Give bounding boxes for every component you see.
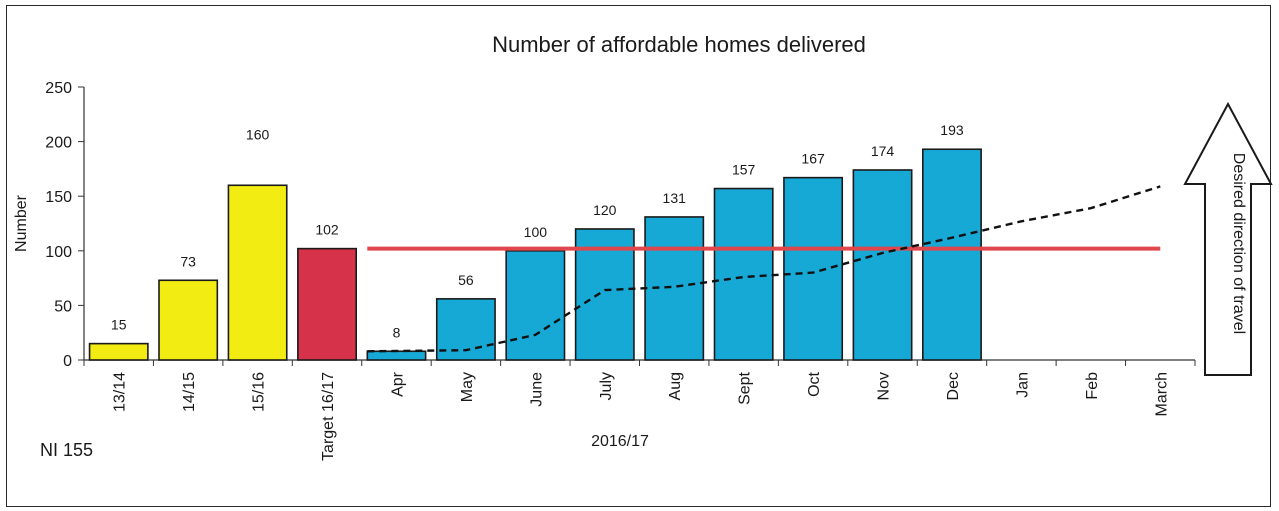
bar	[227, 184, 288, 361]
x-tick-label: July	[598, 372, 615, 400]
x-tick-label: March	[1153, 372, 1170, 416]
data-label: 56	[458, 272, 474, 288]
data-label: 15	[111, 317, 127, 333]
x-tick-label: Dec	[945, 372, 962, 400]
x-axis-title: 2016/17	[591, 433, 649, 450]
chart-title: Number of affordable homes delivered	[492, 32, 866, 57]
y-tick-label: 200	[45, 135, 72, 152]
x-tick-label: 15/16	[251, 372, 268, 412]
data-label: 73	[180, 253, 196, 269]
x-tick-label: Sept	[737, 371, 754, 404]
x-tick-label: Nov	[876, 372, 893, 400]
data-label: 102	[315, 222, 339, 238]
y-tick-label: 50	[54, 298, 72, 315]
bar	[574, 228, 635, 361]
data-label: 167	[801, 151, 825, 167]
indicator-code: NI 155	[40, 440, 93, 460]
bar	[922, 148, 982, 361]
y-axis-title: Number	[13, 194, 30, 252]
direction-arrow-shape	[1183, 101, 1273, 376]
x-tick-label: June	[528, 372, 545, 407]
data-label: 157	[732, 162, 756, 178]
reference-lines	[367, 185, 1161, 353]
bar	[366, 350, 427, 361]
data-label: 131	[663, 190, 687, 206]
x-tick-label: Target 16/17	[320, 372, 337, 461]
x-tick-label: Feb	[1084, 372, 1101, 400]
y-tick-label: 100	[45, 244, 72, 261]
data-label: 193	[940, 122, 964, 138]
data-label: 100	[524, 224, 548, 240]
y-tick-label: 150	[45, 189, 72, 206]
chart-frame	[6, 5, 1271, 507]
bar	[158, 279, 219, 361]
bar	[297, 247, 357, 361]
trend-line	[367, 185, 1161, 353]
x-tick-label: 14/15	[181, 372, 198, 412]
data-label: 8	[393, 324, 401, 340]
bar	[88, 342, 149, 361]
bar	[783, 176, 844, 361]
x-tick-label: Oct	[806, 371, 823, 396]
x-tick-label: Jan	[1014, 372, 1031, 398]
y-tick-label: 250	[45, 80, 72, 97]
data-label: 120	[593, 202, 617, 218]
bars	[88, 148, 982, 361]
y-tick-label: 0	[63, 353, 72, 370]
direction-arrow: Desired direction of travel	[1183, 101, 1273, 376]
x-tick-label: Aug	[667, 372, 684, 400]
bar	[713, 187, 774, 361]
data-labels: 15 73 160 102 8 56 100 120 131 157 167 174 193	[111, 122, 964, 340]
bar	[852, 169, 913, 361]
x-tick-label: Apr	[389, 371, 406, 397]
data-label: 174	[871, 143, 895, 159]
direction-note: Desired direction of travel	[1230, 153, 1247, 334]
data-label: 160	[246, 126, 270, 142]
x-tick-label: 13/14	[112, 372, 129, 412]
x-tick-label: May	[459, 372, 476, 402]
bar	[505, 250, 566, 361]
